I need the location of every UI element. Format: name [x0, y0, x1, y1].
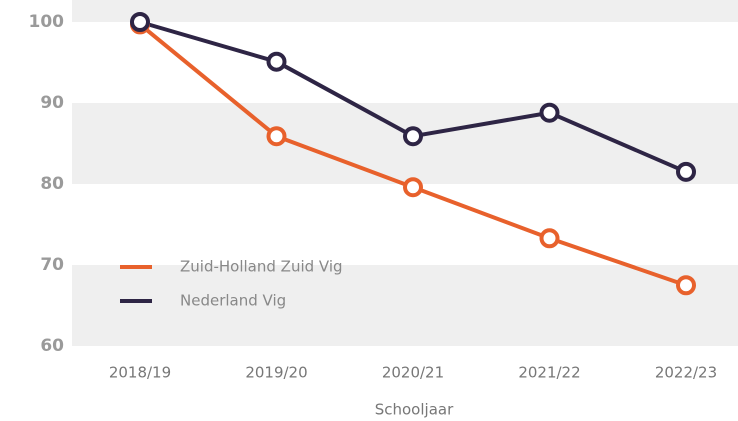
x-tick-label: 2021/22 — [518, 364, 580, 382]
x-axis-title: Schooljaar — [375, 401, 454, 419]
x-tick-label: 2022/23 — [655, 364, 717, 382]
y-tick-label: 100 — [29, 12, 65, 32]
data-point — [266, 126, 287, 147]
legend-label: Zuid-Holland Zuid Vig — [180, 258, 343, 276]
grid-band — [72, 103, 738, 184]
data-point — [266, 51, 287, 72]
data-point — [539, 102, 560, 123]
y-tick-label: 60 — [40, 336, 64, 356]
x-tick-label: 2018/19 — [109, 364, 171, 382]
data-point — [676, 275, 696, 296]
y-tick-label: 70 — [40, 255, 64, 275]
data-point — [130, 12, 150, 32]
x-tick-label: 2020/21 — [382, 364, 444, 382]
x-tick-label: 2019/20 — [245, 364, 307, 382]
grid-band — [72, 22, 738, 103]
legend-label: Nederland Vig — [180, 292, 286, 310]
data-point — [403, 177, 423, 198]
y-tick-label: 80 — [40, 174, 64, 194]
data-point — [539, 228, 560, 249]
data-point — [403, 126, 423, 147]
grid-band — [72, 184, 738, 265]
y-tick-label: 90 — [40, 93, 64, 113]
grid-band — [72, 265, 738, 346]
data-point — [676, 161, 696, 182]
